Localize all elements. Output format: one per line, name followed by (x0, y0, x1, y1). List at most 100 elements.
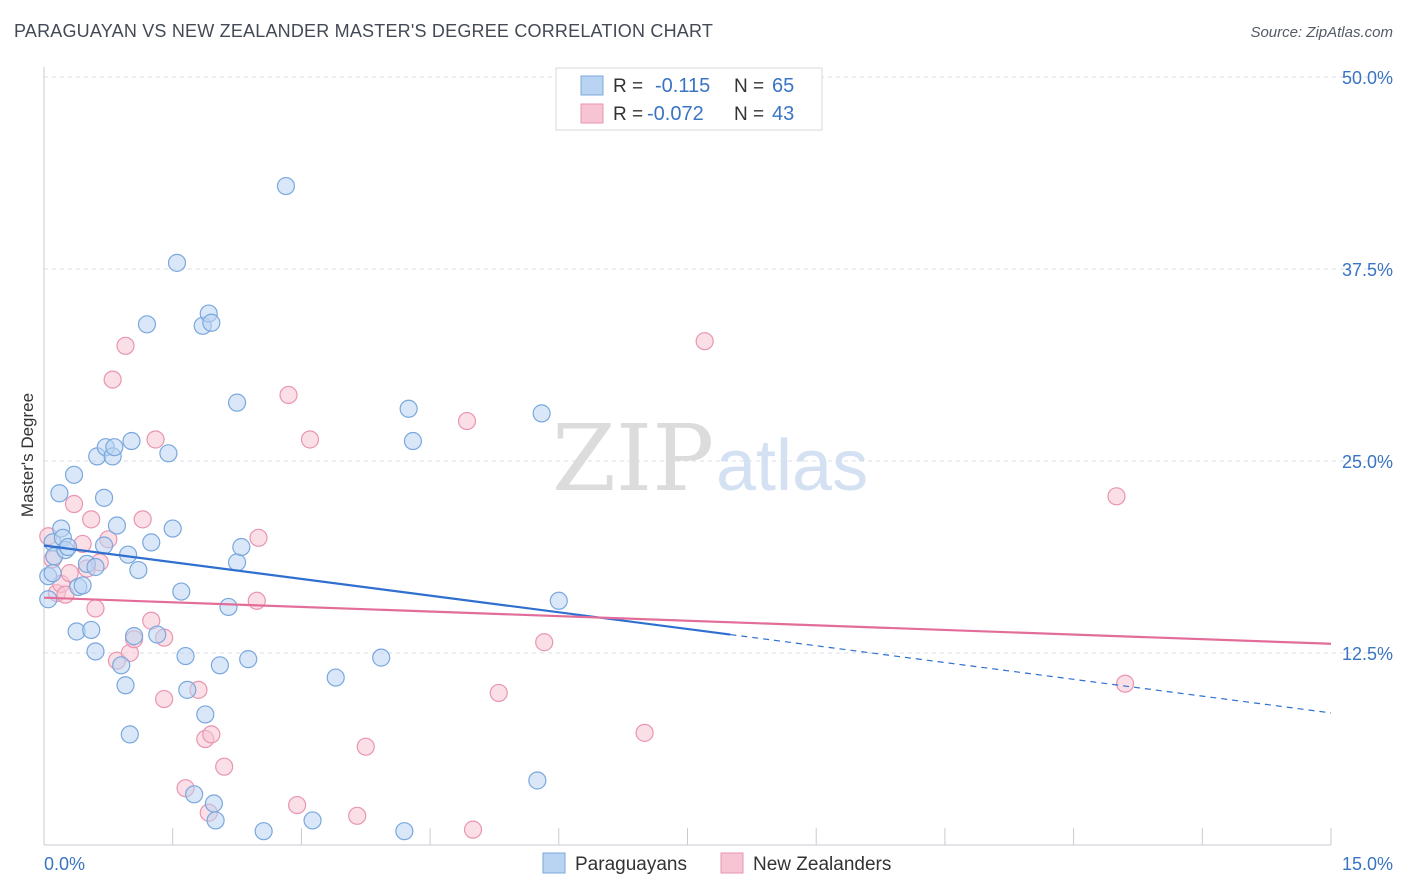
new-zealander-point-38 (489, 683, 508, 703)
series-legend-swatch-paraguayans (542, 852, 566, 874)
legend-n-label-blue: N = (734, 76, 764, 97)
paraguayan-point-55 (276, 176, 296, 196)
new-zealanders-trend-line (43, 596, 1332, 645)
grid-layer (44, 76, 1394, 654)
y-tick-label-0: 12.5% (1342, 644, 1393, 664)
new-zealander-point-22 (155, 689, 174, 709)
paraguayan-point-30 (124, 627, 144, 646)
legend-swatch-blue (580, 75, 604, 96)
axis-layer (43, 67, 1332, 846)
new-zealander-point-27 (202, 725, 221, 744)
paraguayan-point-32 (137, 315, 157, 334)
paraguayan-point-40 (178, 680, 197, 699)
paraguayan-point-2 (43, 564, 62, 583)
paraguayan-point-36 (163, 519, 182, 538)
series-legend: Paraguayans New Zealanders (542, 852, 891, 875)
paraguayan-point-62 (528, 771, 547, 790)
new-zealander-point-13 (103, 370, 122, 389)
paraguayan-point-43 (196, 705, 215, 724)
legend-r-value-blue: -0.115 (655, 75, 710, 97)
paraguayan-point-26 (116, 676, 135, 695)
x-tick-label-0: 0.0% (44, 854, 85, 874)
legend-r-label-pink: R = (613, 104, 643, 125)
new-zealander-point-37 (463, 820, 483, 839)
new-zealander-point-31 (279, 385, 298, 405)
paraguayan-point-10 (64, 465, 84, 484)
paraguayan-point-13 (73, 576, 92, 595)
new-zealander-point-33 (300, 430, 320, 449)
paraguayan-point-25 (112, 656, 131, 675)
paraguayan-point-50 (227, 553, 247, 572)
paraguayan-point-54 (254, 822, 273, 841)
series-legend-label-paraguayans: Paraguayans (575, 854, 687, 875)
paraguayan-point-38 (172, 582, 191, 601)
paraguayans-trend-line (43, 544, 731, 636)
paraguayan-point-52 (232, 537, 251, 557)
new-zealander-point-34 (348, 806, 367, 825)
paraguayan-point-23 (105, 438, 124, 457)
paraguayan-point-49 (219, 597, 238, 617)
paraguayan-point-53 (239, 650, 258, 669)
new-zealander-point-20 (146, 430, 165, 449)
paraguayan-point-15 (82, 620, 101, 640)
paraguayan-point-31 (129, 560, 148, 580)
paraguayan-point-34 (148, 625, 167, 644)
correlation-legend: R = -0.115 N = 65 R = -0.072 N = 43 (555, 67, 823, 131)
paraguayan-point-63 (532, 404, 551, 423)
y-tick-label-1: 25.0% (1342, 452, 1393, 472)
chart-source: Source: ZipAtlas.com (1250, 24, 1393, 41)
paraguayan-point-48 (210, 656, 229, 675)
new-zealander-point-6 (64, 494, 84, 514)
y-tick-label-2: 37.5% (1342, 260, 1393, 280)
legend-n-label-pink: N = (734, 104, 764, 125)
paraguayan-point-47 (206, 811, 225, 830)
series-legend-label-new-zealanders: New Zealanders (753, 854, 891, 875)
paraguayan-point-5 (50, 484, 69, 503)
new-zealander-point-30 (249, 528, 268, 547)
paraguayans-trend-extension (730, 633, 1332, 714)
legend-swatch-pink (580, 103, 604, 124)
new-zealander-point-9 (82, 510, 101, 529)
paraguayan-point-39 (176, 646, 195, 666)
watermark-zip: ZIP (552, 405, 714, 512)
x-tick-label-1: 15.0% (1342, 854, 1393, 874)
new-zealander-point-29 (247, 591, 266, 610)
paraguayan-point-45 (202, 313, 221, 332)
paraguayan-point-64 (549, 591, 568, 610)
watermark: ZIP atlas (552, 405, 868, 512)
new-zealander-point-41 (695, 332, 714, 351)
new-zealander-point-28 (215, 757, 234, 776)
legend-n-value-blue: 65 (772, 75, 794, 97)
trend-lines (43, 544, 1332, 714)
new-zealander-point-39 (535, 633, 554, 652)
paraguayan-point-28 (120, 725, 139, 744)
paraguayan-point-24 (107, 516, 127, 535)
new-zealander-point-42 (1107, 487, 1126, 506)
paraguayan-point-46 (204, 794, 223, 813)
paraguayans-points (39, 176, 568, 841)
new-zealander-point-10 (86, 599, 105, 618)
watermark-atlas: atlas (716, 426, 868, 506)
paraguayan-point-59 (395, 822, 414, 841)
new-zealander-point-15 (116, 336, 135, 355)
paraguayan-point-58 (372, 648, 391, 667)
paraguayan-point-51 (227, 393, 247, 412)
new-zealander-point-43 (1115, 674, 1135, 693)
paraguayan-point-16 (86, 557, 105, 577)
chart-title: PARAGUAYAN VS NEW ZEALANDER MASTER'S DEG… (14, 21, 714, 41)
paraguayan-point-19 (94, 488, 114, 507)
legend-r-label-blue: R = (613, 76, 643, 97)
legend-n-value-pink: 43 (772, 103, 794, 125)
paraguayan-point-41 (185, 785, 204, 804)
paraguayan-point-56 (303, 811, 322, 830)
new-zealander-point-32 (288, 795, 307, 815)
paraguayan-point-37 (167, 253, 187, 272)
y-tick-label-3: 50.0% (1342, 68, 1393, 88)
paraguayan-point-57 (326, 668, 345, 687)
paraguayan-point-29 (122, 431, 141, 451)
series-legend-swatch-new-zealanders (720, 852, 744, 874)
paraguayan-point-61 (403, 431, 423, 451)
new-zealander-point-35 (356, 737, 375, 756)
paraguayan-point-0 (39, 590, 58, 609)
